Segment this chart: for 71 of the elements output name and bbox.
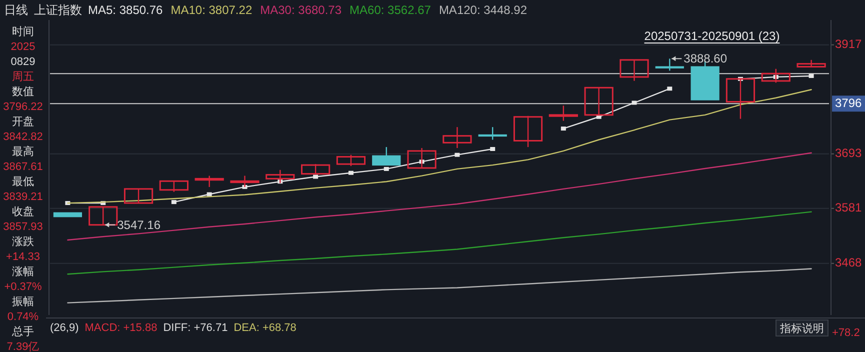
point bbox=[454, 152, 460, 157]
text: 涨跌 bbox=[12, 236, 34, 248]
point bbox=[667, 86, 672, 91]
y-tick-label: 3917 bbox=[835, 37, 862, 51]
text: +14.33 bbox=[6, 251, 40, 263]
y-tick-label: 3581 bbox=[835, 200, 862, 215]
text: 3842.82 bbox=[3, 131, 43, 143]
candlestick bbox=[124, 188, 154, 204]
text: 3839.21 bbox=[3, 191, 43, 203]
candlestick bbox=[478, 126, 507, 140]
annotation: 3547.16 bbox=[117, 218, 161, 232]
point bbox=[490, 147, 496, 151]
text: MA10: 3807.22 bbox=[170, 3, 252, 17]
text: MA60: 3562.67 bbox=[350, 3, 432, 17]
text: 涨幅 bbox=[12, 266, 34, 278]
candlestick bbox=[442, 126, 472, 149]
point bbox=[632, 100, 637, 105]
text: 总手 bbox=[11, 325, 34, 338]
text: 0.74% bbox=[7, 311, 39, 323]
text: 周五 bbox=[12, 71, 34, 83]
candlestick bbox=[513, 115, 543, 148]
text: +78.2 bbox=[832, 327, 860, 339]
annotation: 20250731-20250901 (23) bbox=[644, 29, 780, 43]
text: MACD: +15.88 bbox=[84, 322, 158, 334]
text: 开盘 bbox=[12, 116, 34, 128]
candlestick bbox=[88, 206, 118, 226]
text: DEA: +68.78 bbox=[234, 322, 296, 334]
text: 0829 bbox=[10, 56, 36, 68]
line-series bbox=[67, 268, 812, 304]
point bbox=[808, 74, 814, 78]
point bbox=[313, 174, 318, 179]
candlestick bbox=[301, 163, 330, 175]
text: 收盘 bbox=[12, 206, 34, 218]
point bbox=[348, 170, 354, 175]
candlestick bbox=[194, 175, 224, 188]
text: MA120: 3448.92 bbox=[438, 3, 528, 17]
candlestick bbox=[620, 59, 649, 82]
text: DIFF: +76.71 bbox=[163, 322, 228, 334]
text: 最高 bbox=[12, 145, 34, 158]
text: MA30: 3680.73 bbox=[260, 3, 342, 17]
chart-title: 上证指数 bbox=[34, 3, 82, 17]
text: 指标说明 bbox=[779, 323, 824, 335]
candlestick bbox=[761, 68, 790, 84]
line-series bbox=[67, 152, 812, 241]
text: 最低 bbox=[12, 176, 34, 188]
text: (26,9) bbox=[50, 322, 79, 334]
text: 时间 bbox=[12, 25, 34, 38]
line-series bbox=[67, 211, 812, 275]
point bbox=[384, 166, 389, 171]
candlestick bbox=[655, 58, 684, 72]
text: 7.39亿 bbox=[6, 341, 40, 352]
ref-line-label: 3796 bbox=[835, 96, 862, 110]
text: 2025 bbox=[10, 41, 36, 53]
candlestick bbox=[159, 180, 188, 192]
point bbox=[171, 200, 176, 204]
text: MA5: 3850.76 bbox=[88, 3, 164, 17]
candlestick bbox=[407, 147, 436, 169]
candlestick bbox=[548, 105, 578, 122]
text: 日线 bbox=[4, 3, 28, 17]
text: 数值 bbox=[12, 86, 34, 98]
text: 振幅 bbox=[12, 296, 34, 308]
annotation: 3888.60 bbox=[684, 52, 728, 66]
text: 3867.61 bbox=[3, 161, 43, 173]
candlestick bbox=[336, 154, 366, 167]
y-tick-label: 3693 bbox=[835, 146, 862, 160]
text: +0.37% bbox=[4, 281, 42, 293]
text: 3796.22 bbox=[3, 101, 43, 113]
point bbox=[560, 126, 566, 131]
y-tick-label: 3468 bbox=[835, 256, 862, 270]
text: 3857.93 bbox=[3, 221, 43, 233]
candlestick bbox=[726, 78, 756, 120]
